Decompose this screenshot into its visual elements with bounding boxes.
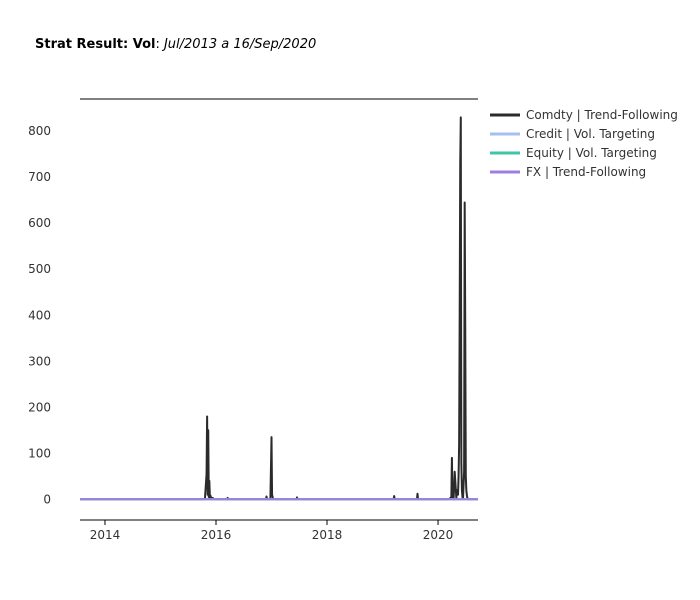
y-tick-label: 400 bbox=[28, 308, 51, 322]
y-tick-label: 800 bbox=[28, 124, 51, 138]
x-tick-label: 2020 bbox=[423, 528, 454, 542]
chart-title: Strat Result: Vol: Jul/2013 a 16/Sep/202… bbox=[35, 37, 316, 52]
legend-label: Credit | Vol. Targeting bbox=[526, 127, 655, 141]
legend-label: Comdty | Trend-Following bbox=[526, 108, 678, 122]
y-tick-label: 500 bbox=[28, 262, 51, 276]
title-label: Strat Result: Vol bbox=[35, 37, 156, 52]
x-axis-ticks: 2014 2016 2018 2020 bbox=[90, 520, 454, 542]
x-tick-label: 2018 bbox=[312, 528, 343, 542]
y-tick-label: 600 bbox=[28, 216, 51, 230]
legend: Comdty | Trend-Following Credit | Vol. Ta… bbox=[490, 108, 678, 179]
y-tick-label: 0 bbox=[43, 492, 51, 506]
legend-label: Equity | Vol. Targeting bbox=[526, 146, 657, 160]
y-tick-label: 200 bbox=[28, 400, 51, 414]
series-lines bbox=[80, 116, 478, 501]
x-tick-label: 2014 bbox=[90, 528, 121, 542]
y-axis-ticks: 0 100 200 300 400 500 600 700 800 bbox=[28, 124, 51, 506]
y-tick-label: 300 bbox=[28, 354, 51, 368]
title-range: Jul/2013 a 16/Sep/2020 bbox=[163, 37, 317, 52]
series-line-comdty bbox=[80, 116, 478, 501]
y-tick-label: 100 bbox=[28, 446, 51, 460]
title-separator: : bbox=[155, 37, 164, 52]
x-tick-label: 2016 bbox=[201, 528, 232, 542]
legend-label: FX | Trend-Following bbox=[526, 165, 646, 179]
y-tick-label: 700 bbox=[28, 170, 51, 184]
